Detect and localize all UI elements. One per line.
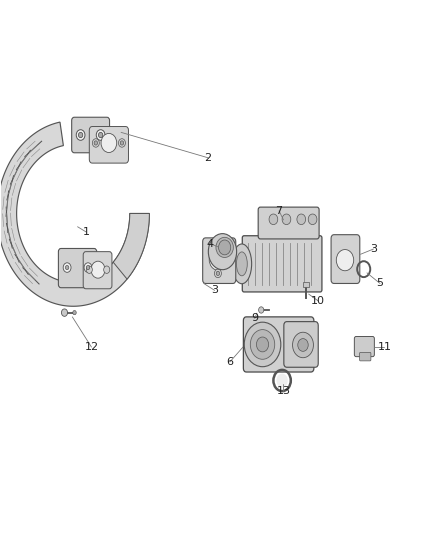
Circle shape <box>94 141 98 145</box>
FancyBboxPatch shape <box>284 321 318 367</box>
Text: 12: 12 <box>85 342 99 352</box>
Circle shape <box>76 130 85 140</box>
Circle shape <box>276 374 288 387</box>
Circle shape <box>61 309 67 317</box>
Circle shape <box>216 244 219 248</box>
FancyBboxPatch shape <box>203 238 236 284</box>
Circle shape <box>118 139 125 147</box>
Circle shape <box>65 265 69 270</box>
Ellipse shape <box>208 233 237 270</box>
Circle shape <box>293 332 314 358</box>
Text: 1: 1 <box>83 227 90 237</box>
Circle shape <box>92 139 99 147</box>
Text: 11: 11 <box>378 342 392 352</box>
Circle shape <box>256 337 268 352</box>
Circle shape <box>86 265 90 270</box>
Polygon shape <box>0 122 149 306</box>
Circle shape <box>297 214 306 224</box>
FancyBboxPatch shape <box>242 236 322 292</box>
Circle shape <box>96 130 105 140</box>
Circle shape <box>104 266 110 273</box>
Text: 3: 3 <box>211 285 218 295</box>
Circle shape <box>84 263 92 272</box>
Text: 10: 10 <box>311 296 325 306</box>
FancyBboxPatch shape <box>89 126 128 163</box>
Circle shape <box>215 269 221 278</box>
Ellipse shape <box>232 244 252 284</box>
FancyBboxPatch shape <box>331 235 360 284</box>
Circle shape <box>219 240 231 255</box>
FancyBboxPatch shape <box>360 352 371 361</box>
Circle shape <box>91 261 105 278</box>
Circle shape <box>73 311 76 315</box>
FancyBboxPatch shape <box>303 282 309 287</box>
Circle shape <box>308 214 317 224</box>
Circle shape <box>336 249 354 271</box>
FancyBboxPatch shape <box>258 207 319 239</box>
Circle shape <box>101 133 117 152</box>
Circle shape <box>99 132 103 138</box>
FancyBboxPatch shape <box>58 248 97 288</box>
FancyBboxPatch shape <box>72 117 110 153</box>
Circle shape <box>216 271 219 276</box>
Text: 13: 13 <box>276 386 290 396</box>
Circle shape <box>258 307 264 313</box>
Circle shape <box>298 338 308 351</box>
Text: 3: 3 <box>370 244 377 254</box>
Circle shape <box>269 214 278 224</box>
Circle shape <box>215 241 221 250</box>
Circle shape <box>209 249 226 270</box>
Circle shape <box>86 266 92 273</box>
Circle shape <box>78 132 83 138</box>
Circle shape <box>120 141 124 145</box>
Text: 5: 5 <box>377 278 384 288</box>
FancyBboxPatch shape <box>83 252 112 289</box>
Text: 2: 2 <box>205 153 212 163</box>
FancyBboxPatch shape <box>354 336 374 357</box>
FancyBboxPatch shape <box>244 317 314 372</box>
Text: 4: 4 <box>207 239 214 249</box>
Circle shape <box>244 322 281 367</box>
Ellipse shape <box>237 252 247 276</box>
Ellipse shape <box>216 237 233 257</box>
Circle shape <box>63 263 71 272</box>
Text: 9: 9 <box>251 313 258 324</box>
Polygon shape <box>113 214 149 279</box>
Circle shape <box>251 329 275 359</box>
Circle shape <box>282 214 291 224</box>
Text: 7: 7 <box>276 206 283 216</box>
Text: 6: 6 <box>226 357 233 367</box>
